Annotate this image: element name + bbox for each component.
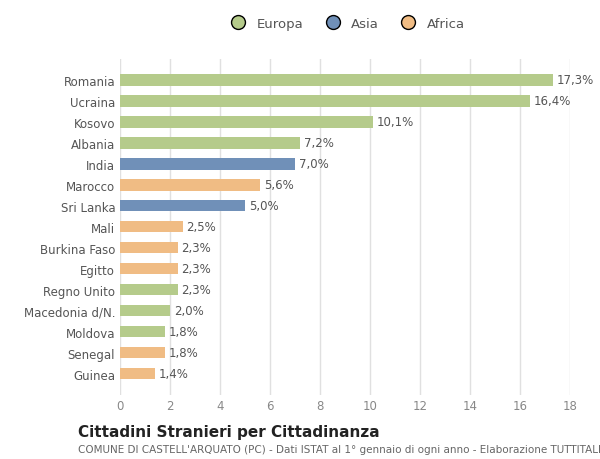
- Bar: [120, 138, 300, 149]
- Bar: [120, 263, 178, 275]
- Text: COMUNE DI CASTELL'ARQUATO (PC) - Dati ISTAT al 1° gennaio di ogni anno - Elabora: COMUNE DI CASTELL'ARQUATO (PC) - Dati IS…: [78, 444, 600, 454]
- Text: 16,4%: 16,4%: [534, 95, 571, 108]
- Bar: [120, 242, 178, 254]
- Bar: [120, 75, 553, 86]
- Legend: Europa, Asia, Africa: Europa, Asia, Africa: [220, 13, 470, 36]
- Bar: [120, 326, 165, 338]
- Text: 2,3%: 2,3%: [181, 284, 211, 297]
- Text: 7,0%: 7,0%: [299, 158, 329, 171]
- Text: 2,0%: 2,0%: [174, 304, 203, 318]
- Text: 1,4%: 1,4%: [159, 367, 188, 380]
- Text: 2,3%: 2,3%: [181, 241, 211, 255]
- Bar: [120, 117, 373, 128]
- Text: 7,2%: 7,2%: [304, 137, 334, 150]
- Bar: [120, 368, 155, 380]
- Bar: [120, 96, 530, 107]
- Text: 2,5%: 2,5%: [186, 221, 216, 234]
- Text: 2,3%: 2,3%: [181, 263, 211, 275]
- Bar: [120, 347, 165, 358]
- Text: 17,3%: 17,3%: [556, 74, 593, 87]
- Bar: [120, 284, 178, 296]
- Text: 5,0%: 5,0%: [249, 200, 278, 213]
- Text: 1,8%: 1,8%: [169, 347, 199, 359]
- Text: Cittadini Stranieri per Cittadinanza: Cittadini Stranieri per Cittadinanza: [78, 425, 380, 440]
- Bar: [120, 221, 182, 233]
- Bar: [120, 179, 260, 191]
- Bar: [120, 159, 295, 170]
- Text: 5,6%: 5,6%: [264, 179, 293, 192]
- Bar: [120, 305, 170, 317]
- Bar: [120, 201, 245, 212]
- Text: 10,1%: 10,1%: [376, 116, 413, 129]
- Text: 1,8%: 1,8%: [169, 325, 199, 338]
